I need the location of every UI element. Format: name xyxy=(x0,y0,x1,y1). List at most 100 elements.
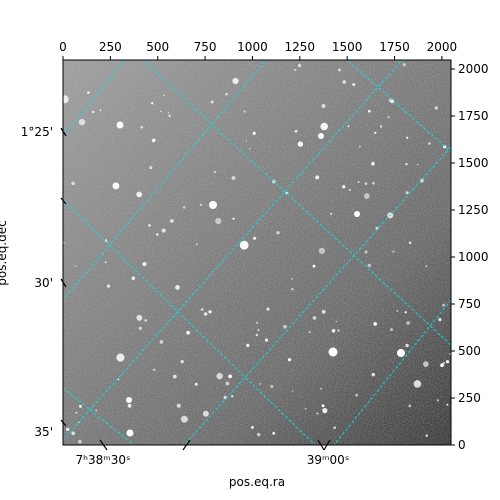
star xyxy=(257,432,261,437)
right-tick-label: 2000 xyxy=(458,62,489,76)
star xyxy=(272,431,276,435)
star xyxy=(161,228,166,233)
star xyxy=(182,206,186,209)
star xyxy=(321,404,325,408)
bright-star xyxy=(209,201,217,209)
star xyxy=(210,100,214,104)
right-tick-label: 1000 xyxy=(458,250,489,264)
ra-tick-label: 7ʰ38ᵐ30ˢ xyxy=(76,453,131,467)
star xyxy=(408,404,412,408)
star xyxy=(256,321,259,324)
dec-tick-label: 30' xyxy=(34,276,53,290)
star xyxy=(105,239,108,243)
dec-axis-ticks: 1°25' 30' 35' xyxy=(21,125,67,439)
star xyxy=(163,94,166,97)
bright-star xyxy=(116,121,124,129)
right-tick-label: 750 xyxy=(458,297,481,311)
star xyxy=(408,241,412,245)
star xyxy=(402,63,406,67)
star xyxy=(352,83,356,86)
right-tick-label: 500 xyxy=(458,344,481,358)
star xyxy=(355,393,359,397)
star xyxy=(232,77,239,85)
bright-star xyxy=(354,211,360,217)
star xyxy=(167,111,170,114)
star xyxy=(276,231,280,235)
dec-tick-mark xyxy=(60,197,67,205)
star xyxy=(420,178,424,183)
star xyxy=(364,182,368,185)
star xyxy=(66,427,70,431)
star xyxy=(337,329,340,332)
star xyxy=(243,110,246,113)
star xyxy=(390,99,395,104)
star xyxy=(99,109,102,112)
star xyxy=(159,110,162,112)
bright-star xyxy=(126,429,134,437)
star xyxy=(445,360,450,364)
top-tick-label: 1750 xyxy=(379,40,410,54)
star xyxy=(253,236,257,240)
star xyxy=(425,434,429,438)
star xyxy=(304,407,307,410)
star xyxy=(312,264,316,268)
star xyxy=(291,390,294,392)
star xyxy=(342,185,346,189)
grid-line xyxy=(63,387,135,445)
top-tick-label: 1500 xyxy=(332,40,363,54)
star xyxy=(199,203,203,207)
star xyxy=(396,309,399,312)
grid-line xyxy=(183,146,451,445)
top-tick-label: 1000 xyxy=(237,40,268,54)
star xyxy=(347,125,350,128)
star xyxy=(225,92,228,96)
star xyxy=(320,122,329,131)
star xyxy=(404,311,407,314)
bright-star xyxy=(397,349,405,357)
star xyxy=(257,328,260,332)
top-tick-label: 250 xyxy=(99,40,122,54)
star xyxy=(287,358,292,362)
star xyxy=(106,284,111,288)
dec-tick-label: 35' xyxy=(34,425,53,439)
ra-tick-label: 39ᵐ00ˢ xyxy=(307,453,350,467)
star xyxy=(78,439,82,444)
star xyxy=(446,403,449,406)
star xyxy=(232,217,235,220)
star xyxy=(194,382,198,386)
star xyxy=(342,80,347,84)
right-tick-label: 1500 xyxy=(458,156,489,170)
star xyxy=(294,68,297,72)
star xyxy=(330,212,333,215)
star xyxy=(364,250,368,254)
star xyxy=(105,239,107,241)
star xyxy=(406,321,410,325)
star xyxy=(95,409,97,412)
image-plot-area xyxy=(62,59,452,446)
ra-tick-mark xyxy=(323,439,331,451)
star xyxy=(239,240,249,250)
top-tick-label: 1250 xyxy=(285,40,316,54)
star xyxy=(252,131,256,135)
star xyxy=(321,309,326,314)
top-tick-label: 0 xyxy=(59,40,67,54)
star xyxy=(321,104,326,108)
star xyxy=(297,63,302,68)
star xyxy=(140,125,143,129)
star xyxy=(138,326,142,330)
star xyxy=(148,224,151,227)
star xyxy=(333,426,337,430)
star-field xyxy=(63,63,451,444)
star xyxy=(364,193,370,199)
star xyxy=(216,372,223,380)
ra-axis-ticks: 7ʰ38ᵐ30ˢ 39ᵐ00ˢ xyxy=(76,439,350,467)
star xyxy=(387,116,390,118)
bright-star xyxy=(126,397,132,403)
star xyxy=(312,316,317,320)
ra-tick-mark xyxy=(99,439,108,451)
star xyxy=(359,145,361,148)
star xyxy=(87,91,90,94)
sky-image-noise xyxy=(63,60,451,445)
star xyxy=(144,319,147,322)
